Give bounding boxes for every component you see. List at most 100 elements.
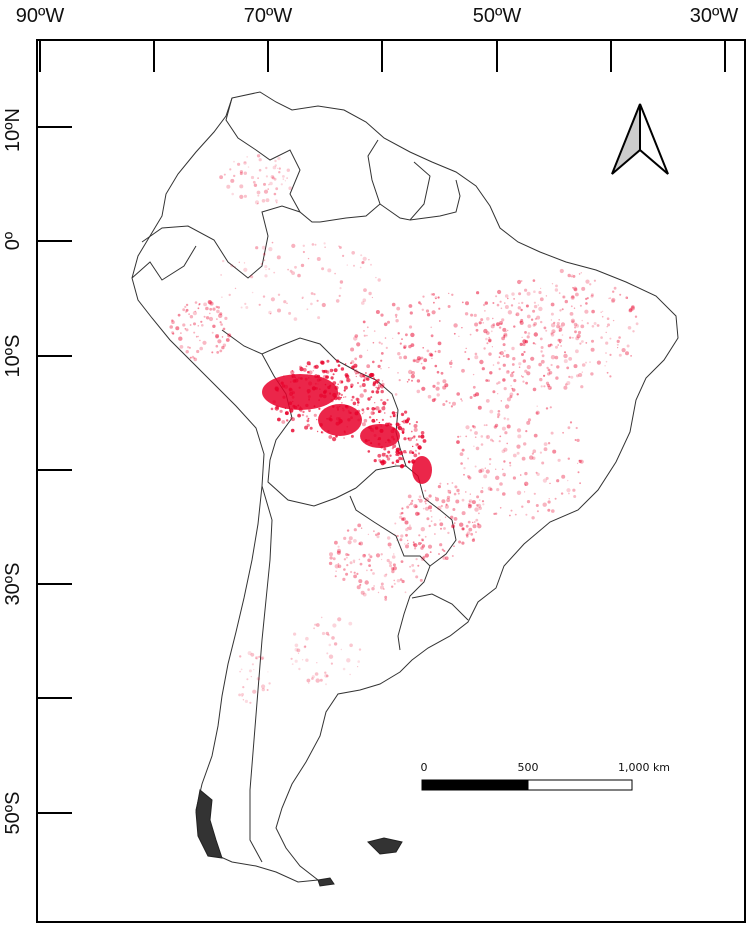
hotspot-dot [473,445,475,447]
hotspot-dot [359,266,362,269]
hotspot-dot [371,418,376,423]
hotspot-dot [358,354,363,359]
hotspot-dot [512,371,515,373]
hotspot-dot [395,412,397,414]
hotspot-dot [540,320,543,324]
hotspot-dot [502,363,506,367]
hotspot-dot [511,363,515,366]
hotspot-dot [505,353,510,358]
hotspot-dot [322,370,326,374]
hotspot-dot [258,303,261,306]
hotspot-dot [611,297,616,303]
hotspot-dot [375,310,380,314]
hotspot-dot [316,430,319,433]
hotspot-dot [284,180,286,182]
hotspot-dot [385,346,388,349]
hotspot-dot [600,311,602,314]
hotspot-dot [408,504,411,506]
hotspot-dot [403,355,408,360]
hotspot-dot [444,383,449,388]
hotspot-dot [616,339,620,343]
hotspot-dot [483,328,488,334]
hotspot-dot [427,544,433,549]
hotspot-dot [471,425,475,428]
hotspot-dot [402,419,407,424]
hotspot-dot [339,379,344,384]
hotspot-dot [550,332,553,335]
hotspot-dot [493,425,497,429]
hotspot-dot [366,349,369,351]
hotspot-dot [261,245,266,250]
hotspot-dot [489,371,493,375]
hotspot-dot [357,404,359,406]
hotspot-dot [220,274,222,276]
hotspot-dot [356,585,361,590]
hotspot-dot [516,451,520,455]
hotspot-dot [549,482,551,485]
hotspot-dot [483,347,486,350]
hotspot-dot [265,269,267,271]
hotspot-dot [353,528,357,532]
hotspot-dot [221,296,223,298]
hotspot-dot [515,314,518,316]
hotspot-dot [361,408,365,412]
hotspot-dot [307,417,310,420]
hotspot-dot [406,527,409,529]
hotspot-dot [484,467,486,469]
hotspot-dot [407,378,410,381]
hotspot-dot [546,366,549,370]
lon-label-70w: 70ºW [244,5,293,27]
hotspot-dot [533,492,536,495]
hotspot-dot [439,519,441,521]
hotspot-dot [261,199,266,203]
hotspot-dot [571,320,575,324]
hotspot-dot [391,302,396,307]
hotspot-dot [585,279,590,284]
hotspot-dot [589,283,592,286]
hotspot-dot [320,431,323,433]
hotspot-dot [474,352,478,356]
hotspot-dot [451,524,456,529]
hotspot-dot [319,360,324,365]
hotspot-dot [342,577,346,582]
hotspot-dot [185,303,189,307]
hotspot-dot [416,389,421,394]
hotspot-dot [406,417,411,421]
hotspot-dot [288,186,293,190]
hotspot-dot [397,372,399,374]
hotspot-dot [372,381,377,385]
hotspot-dot [467,357,470,361]
hotspot-dot [531,516,535,520]
hotspot-dot [485,434,490,440]
hotspot-dot [313,293,316,296]
hotspot-dot [630,306,635,311]
hotspot-dot [547,368,551,372]
hotspot-dot [202,340,207,345]
hotspot-dot [535,504,539,507]
hotspot-dot [276,167,279,169]
hotspot-dot [532,342,535,345]
hotspot-dot [250,275,254,279]
hotspot-dot [543,326,547,330]
hotspot-dot [358,579,363,584]
hotspot-dot [560,492,564,495]
hotspot-dot [372,341,375,344]
hotspot-dot [416,356,421,361]
hotspot-dot [444,504,449,509]
hotspot-dot [368,259,370,261]
hotspot-dot [288,311,292,315]
hotspot-dot [437,485,441,489]
hotspot-dot [519,474,522,476]
hotspot-dot [313,627,315,630]
hotspot-dot [375,533,378,537]
hotspot-dot [411,564,415,567]
hotspot-dot [263,182,266,186]
hotspot-dot [569,421,573,424]
hotspot-dot [438,307,441,310]
hotspot-dot [611,299,615,303]
hotspot-dot [539,377,543,382]
hotspot-dot [516,490,522,495]
hotspot-dot [368,564,371,567]
hotspot-dot [477,524,482,529]
hotspot-dot [578,459,582,463]
